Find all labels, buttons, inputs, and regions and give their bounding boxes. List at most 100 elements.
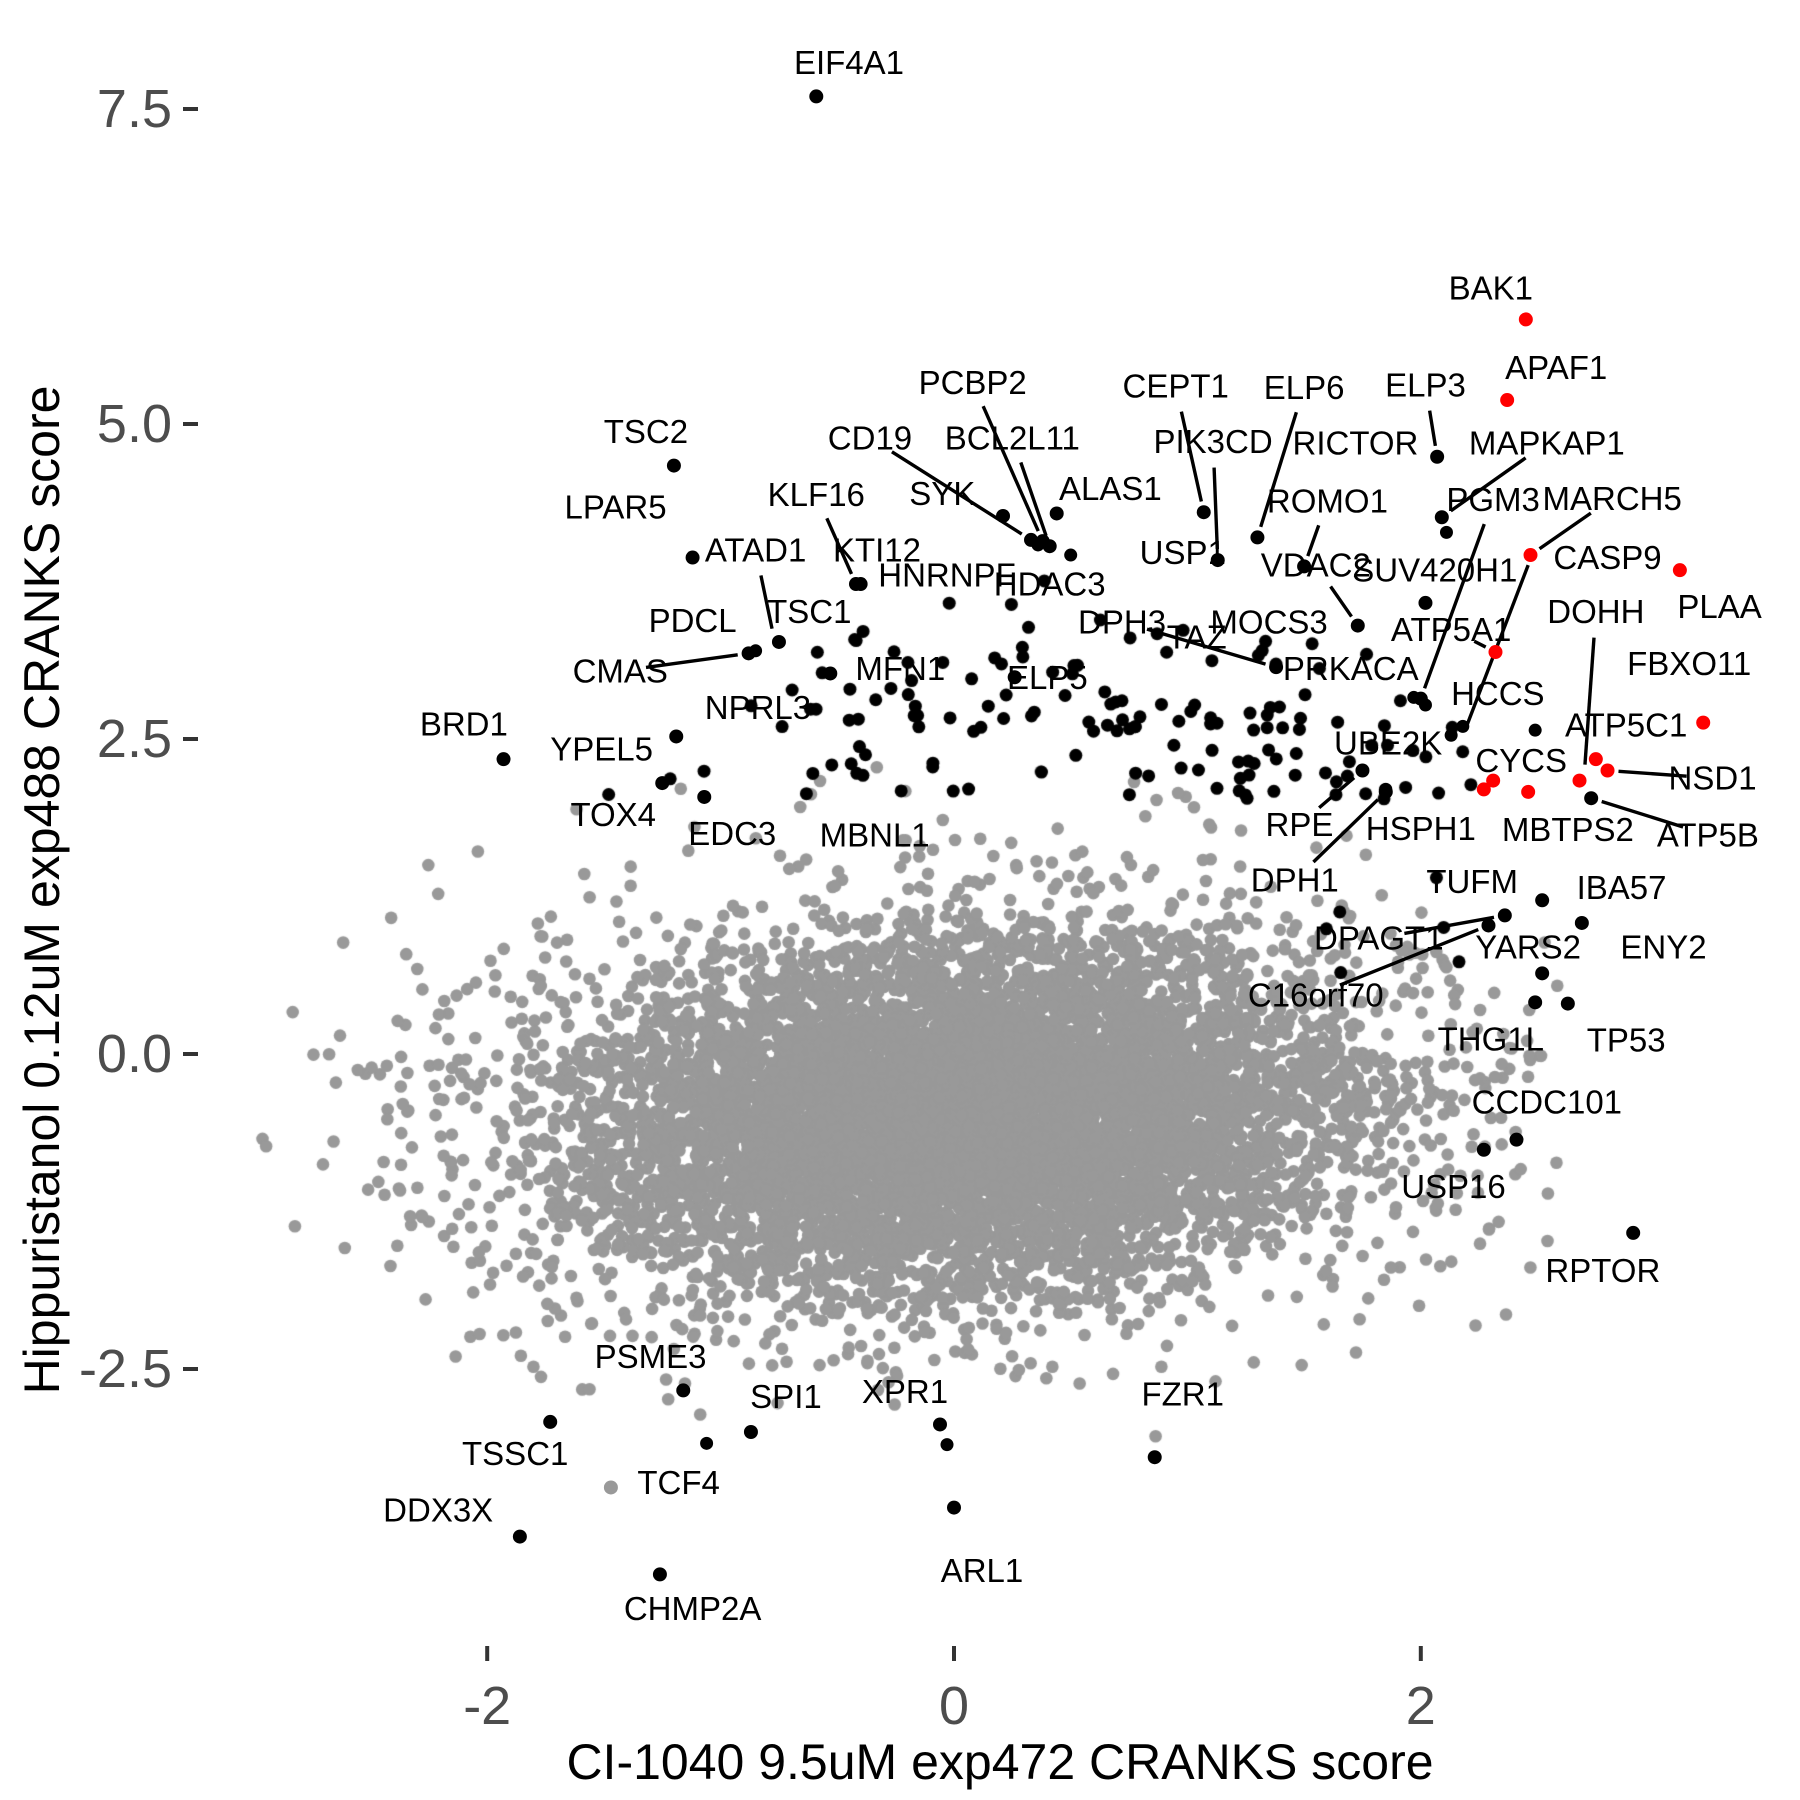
label-leader-line <box>1465 564 1530 725</box>
y-tick-label: -2.5 <box>79 1339 172 1399</box>
gene-label-VDAC2: VDAC2 <box>1261 547 1371 584</box>
gene-label-TCF4: TCF4 <box>637 1464 720 1501</box>
gene-point-IBA57 <box>1574 915 1589 930</box>
gene-label-YARS2: YARS2 <box>1475 928 1581 965</box>
gene-label-TAZ: TAZ <box>1167 618 1227 655</box>
gene-label-FBXO11: FBXO11 <box>1627 645 1751 682</box>
gene-label-RPE: RPE <box>1266 806 1334 843</box>
hit-point <box>700 1436 714 1450</box>
gene-label-TOX4: TOX4 <box>570 796 656 833</box>
label-leader-line <box>1318 776 1356 810</box>
label-leader-line <box>645 653 738 670</box>
y-axis-title: Hippuristanol 0.12uM exp488 CRANKS score <box>14 386 70 1395</box>
gene-label-TSC1: TSC1 <box>767 593 851 630</box>
hit-point <box>1379 782 1393 796</box>
gene-label-KTI12: KTI12 <box>833 532 921 569</box>
gene-point-EIF4A1 <box>809 89 824 104</box>
gene-label-BRD1: BRD1 <box>420 705 508 742</box>
gene-point-CCDC101 <box>1509 1132 1524 1147</box>
gene-point-SPI1 <box>743 1425 758 1439</box>
gene-label-ELP3: ELP3 <box>1385 366 1466 403</box>
label-leader-line <box>1339 927 1479 987</box>
hit-point <box>1444 728 1458 742</box>
gene-label-SPI1: SPI1 <box>750 1378 822 1415</box>
gene-point-KTI12 <box>853 577 868 592</box>
gene-label-DPAGT1: DPAGT1 <box>1314 920 1444 957</box>
hit-point <box>1064 548 1078 562</box>
gene-point-BAK1 <box>1518 312 1533 327</box>
gene-label-PDCL: PDCL <box>649 602 737 639</box>
gene-label-DOHH: DOHH <box>1547 593 1644 630</box>
gene-label-SUV420H1: SUV420H1 <box>1352 552 1517 589</box>
gene-label-USP16: USP16 <box>1401 1168 1506 1205</box>
gene-point-THG1L <box>1528 995 1543 1010</box>
gene-point-PSME3 <box>676 1383 691 1398</box>
gene-point-YPEL5 <box>669 729 684 744</box>
gene-label-FZR1: FZR1 <box>1141 1376 1224 1413</box>
label-leader-line <box>1538 511 1592 551</box>
gene-label-ELP6: ELP6 <box>1264 369 1345 406</box>
label-leader-line <box>1427 410 1438 447</box>
hit-point <box>1418 698 1432 712</box>
gene-point-SYK <box>996 508 1011 523</box>
gene-label-PLAA: PLAA <box>1677 588 1761 625</box>
gene-label-YPEL5: YPEL5 <box>550 731 653 768</box>
selected-point <box>1588 752 1603 767</box>
gene-label-SYK: SYK <box>909 475 975 512</box>
selected-point <box>1572 773 1587 788</box>
gene-label-CHMP2A: CHMP2A <box>624 1590 762 1627</box>
gene-point-XPR1 <box>932 1417 947 1432</box>
label-leader-line <box>981 405 1040 532</box>
gene-label-APAF1: APAF1 <box>1505 349 1607 386</box>
gene-point-ELP6 <box>1250 530 1265 545</box>
gene-label-THG1L: THG1L <box>1438 1020 1544 1057</box>
gene-label-DPH3: DPH3 <box>1078 603 1166 640</box>
gene-point-APAF1 <box>1500 393 1515 408</box>
gene-label-BAK1: BAK1 <box>1449 269 1533 306</box>
x-tick-label: 2 <box>1406 1676 1436 1736</box>
gene-label-MAPKAP1: MAPKAP1 <box>1469 424 1625 461</box>
gene-label-MFN1: MFN1 <box>855 650 945 687</box>
gene-label-TUFM: TUFM <box>1426 863 1518 900</box>
gene-label-ENY2: ENY2 <box>1620 928 1706 965</box>
x-tick-label: -2 <box>463 1676 511 1736</box>
gene-label-HSPH1: HSPH1 <box>1366 810 1476 847</box>
label-leader-line <box>1212 467 1220 550</box>
gene-label-IBA57: IBA57 <box>1577 869 1667 906</box>
label-leader-line <box>825 517 854 575</box>
y-tick-label: 0.0 <box>97 1024 172 1084</box>
gene-label-XPR1: XPR1 <box>862 1373 948 1410</box>
gene-point-TCF4 <box>603 1480 618 1495</box>
gene-label-LPAR5: LPAR5 <box>565 489 667 526</box>
gene-point-ELP5 <box>1007 670 1022 685</box>
x-axis-title: CI-1040 9.5uM exp472 CRANKS score <box>566 1734 1433 1790</box>
hit-point <box>1456 719 1470 733</box>
label-leader-line <box>1179 411 1204 502</box>
gene-label-MBTPS2: MBTPS2 <box>1502 811 1634 848</box>
gene-point-PLAA <box>1672 563 1687 578</box>
gene-label-CCDC101: CCDC101 <box>1472 1083 1622 1120</box>
gene-point-ATAD1 <box>685 550 700 565</box>
selected-point <box>1600 763 1615 778</box>
gene-label-EIF4A1: EIF4A1 <box>794 44 904 81</box>
gene-point-CASP9 <box>1523 548 1538 563</box>
gene-label-PGM3: PGM3 <box>1446 481 1540 518</box>
gene-label-NPRL3: NPRL3 <box>705 689 811 726</box>
gene-label-MOCS3: MOCS3 <box>1210 603 1327 640</box>
label-leader-line <box>1259 411 1298 528</box>
gene-point-ATP5A1 <box>1488 645 1503 660</box>
gene-label-CEPT1: CEPT1 <box>1123 368 1229 405</box>
gene-point-C16orf70 <box>1481 918 1496 933</box>
selected-point <box>1486 773 1501 788</box>
gene-point-ATP5C1 <box>1696 715 1711 730</box>
gene-label-USP1: USP1 <box>1140 534 1226 571</box>
label-leader-line <box>1019 461 1048 537</box>
gene-label-CYCS: CYCS <box>1475 742 1567 779</box>
gene-label-RICTOR: RICTOR <box>1292 424 1418 461</box>
gene-label-ROMO1: ROMO1 <box>1267 482 1388 519</box>
label-leader-line <box>1601 799 1684 829</box>
x-tick-label: 0 <box>939 1676 969 1736</box>
gene-point-VDAC2 <box>1350 618 1365 633</box>
